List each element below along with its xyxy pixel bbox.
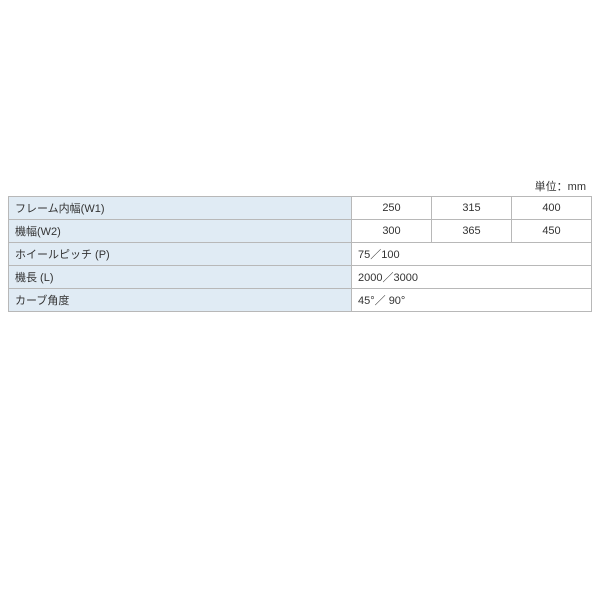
table-row: フレーム内幅(W1) 250 315 400 bbox=[9, 197, 592, 220]
cell: 45°／ 90° bbox=[352, 289, 592, 312]
spec-table: フレーム内幅(W1) 250 315 400 機幅(W2) 300 365 45… bbox=[8, 196, 592, 312]
table-row: ホイールピッチ (P) 75／100 bbox=[9, 243, 592, 266]
cell: 315 bbox=[432, 197, 512, 220]
cell: 300 bbox=[352, 220, 432, 243]
unit-label: 単位：mm bbox=[8, 178, 592, 196]
row-label: カーブ角度 bbox=[9, 289, 352, 312]
row-label: 機幅(W2) bbox=[9, 220, 352, 243]
row-label: ホイールピッチ (P) bbox=[9, 243, 352, 266]
row-label: 機長 (L) bbox=[9, 266, 352, 289]
cell: 2000／3000 bbox=[352, 266, 592, 289]
cell: 450 bbox=[512, 220, 592, 243]
row-label: フレーム内幅(W1) bbox=[9, 197, 352, 220]
cell: 75／100 bbox=[352, 243, 592, 266]
cell: 365 bbox=[432, 220, 512, 243]
spec-table-container: 単位：mm フレーム内幅(W1) 250 315 400 機幅(W2) 300 … bbox=[8, 178, 592, 312]
table-row: 機幅(W2) 300 365 450 bbox=[9, 220, 592, 243]
table-row: カーブ角度 45°／ 90° bbox=[9, 289, 592, 312]
cell: 250 bbox=[352, 197, 432, 220]
cell: 400 bbox=[512, 197, 592, 220]
table-row: 機長 (L) 2000／3000 bbox=[9, 266, 592, 289]
